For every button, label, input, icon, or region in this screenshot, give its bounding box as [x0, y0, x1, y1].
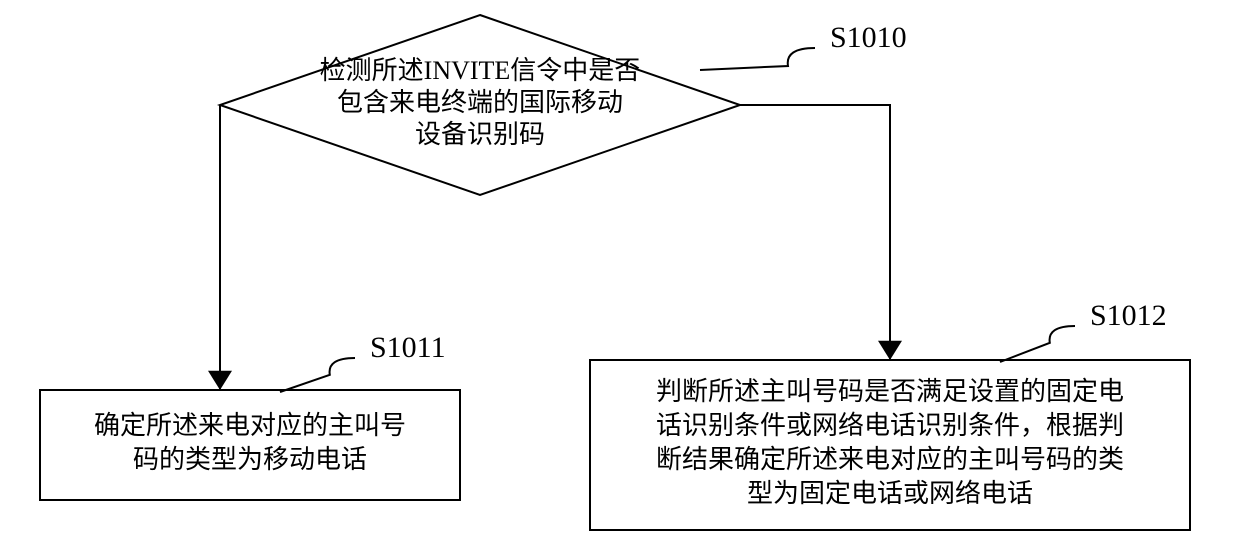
callout-line	[280, 358, 355, 392]
right-process-text-line: 判断所述主叫号码是否满足设置的固定电	[656, 377, 1124, 406]
left-process-label: S1011	[370, 331, 446, 364]
decision-text-line: 检测所述INVITE信令中是否	[320, 56, 641, 85]
decision-label: S1010	[830, 21, 907, 54]
left-process-text: 确定所述来电对应的主叫号码的类型为移动电话	[94, 411, 406, 474]
arrow-head	[208, 371, 232, 390]
right-process-label: S1012	[1090, 299, 1167, 332]
right-process-text-line: 断结果确定所述来电对应的主叫号码的类	[656, 445, 1124, 474]
decision-text: 检测所述INVITE信令中是否包含来电终端的国际移动设备识别码	[320, 56, 641, 149]
callout-line	[700, 48, 815, 70]
arrow-head	[878, 341, 902, 360]
decision-text-line: 包含来电终端的国际移动	[337, 88, 623, 117]
decision-text-line: 设备识别码	[415, 120, 545, 149]
edge-right	[740, 105, 890, 360]
left-process-text-line: 码的类型为移动电话	[133, 445, 367, 474]
right-process-text-line: 型为固定电话或网络电话	[747, 479, 1033, 508]
left-process-text-line: 确定所述来电对应的主叫号	[94, 411, 406, 440]
callout-line	[1000, 326, 1075, 362]
right-process-text: 判断所述主叫号码是否满足设置的固定电话识别条件或网络电话识别条件，根据判断结果确…	[656, 377, 1124, 508]
right-process-text-line: 话识别条件或网络电话识别条件，根据判	[656, 411, 1124, 440]
